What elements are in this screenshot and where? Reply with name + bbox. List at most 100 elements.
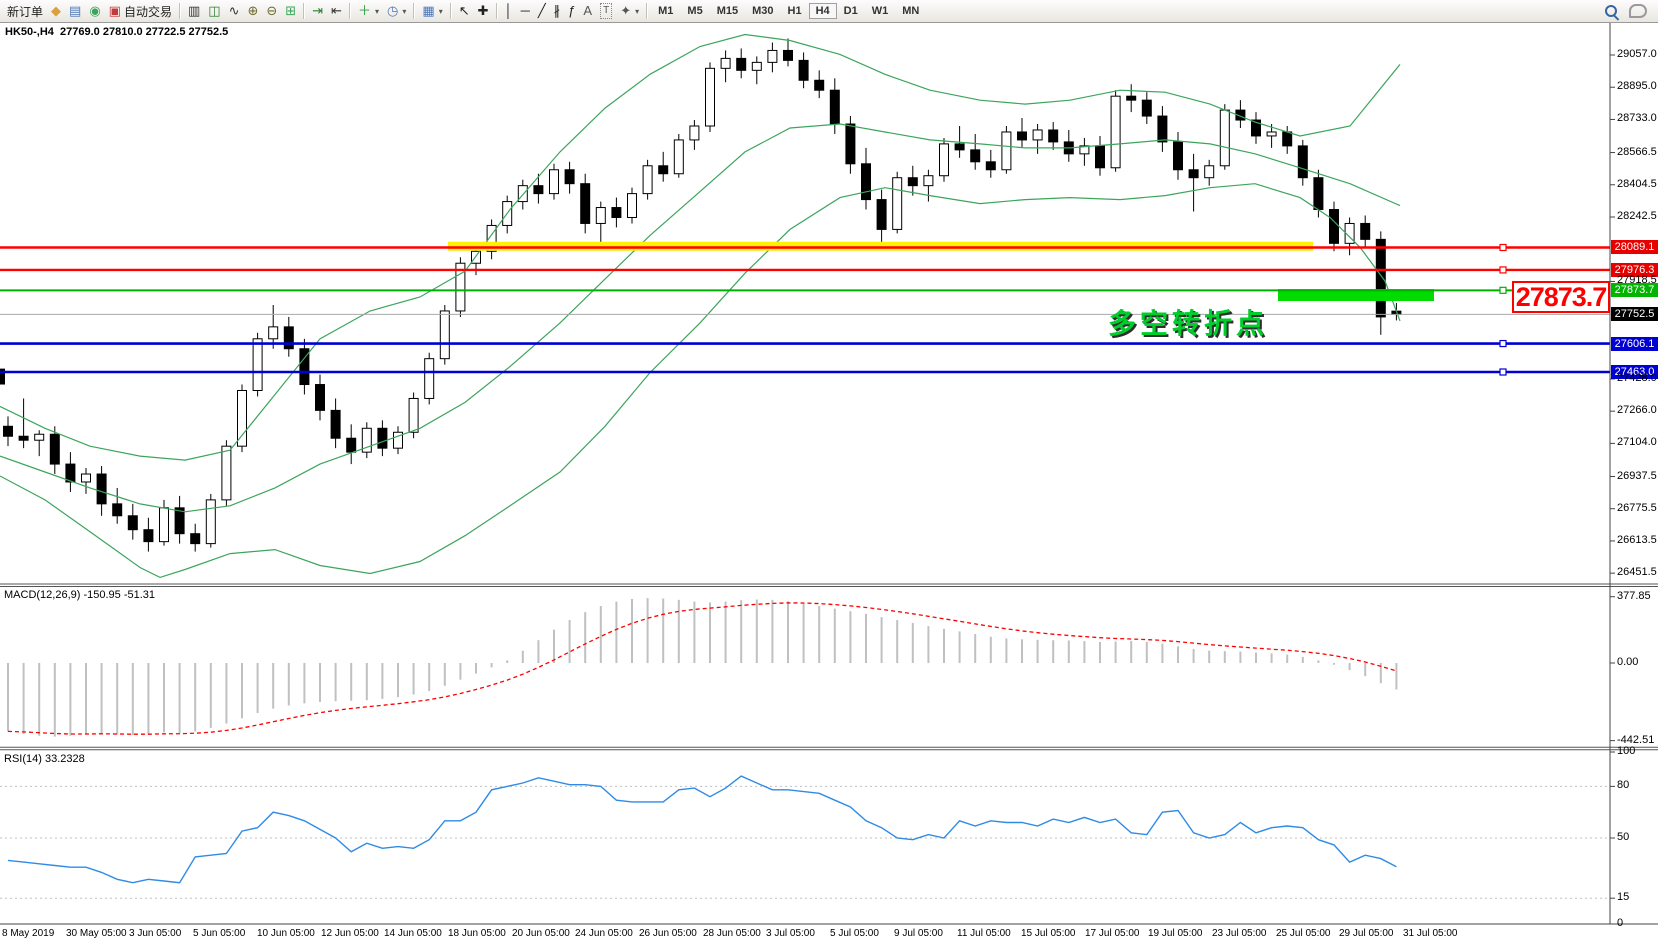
market-watch-icon: ◉	[89, 3, 101, 18]
zoom-in-icon[interactable]: ⊕	[243, 3, 262, 19]
auto-scroll-icon: ⇥	[312, 3, 324, 18]
resistance-line-1-handle[interactable]	[1499, 243, 1507, 252]
candle-body	[1360, 222, 1371, 240]
timeframe-m1[interactable]: M1	[658, 5, 674, 17]
candlestick-chart-icon[interactable]: ◫	[204, 3, 224, 19]
candle-body	[798, 59, 809, 81]
caret-down-icon: ▾	[438, 6, 443, 16]
timeframe-h1[interactable]: H1	[787, 5, 802, 17]
candle-body	[627, 193, 637, 218]
crosshair-icon: ✚	[477, 3, 489, 18]
turning-point-annotation[interactable]: 多空转折点	[1108, 308, 1269, 339]
candle-body	[1079, 145, 1090, 155]
crosshair-icon[interactable]: ✚	[474, 3, 493, 19]
horizontal-line-icon: ─	[520, 3, 530, 18]
market-watch-icon[interactable]: ◉	[85, 3, 104, 19]
line-chart-icon: ∿	[228, 3, 240, 18]
candle-body	[611, 207, 622, 218]
cursor-icon[interactable]: ↖	[455, 3, 474, 19]
zoom-in-icon: ⊕	[247, 3, 259, 18]
candle-body	[315, 384, 325, 411]
candle-body	[595, 207, 606, 224]
candle-body	[439, 310, 450, 360]
shapes-icon[interactable]: ✦ ▾	[616, 3, 643, 19]
candle-body	[159, 507, 169, 543]
timeframe-mn[interactable]: MN	[902, 5, 920, 17]
green-zone[interactable]	[1278, 289, 1434, 302]
candle-body	[1188, 169, 1199, 179]
candle-body	[907, 177, 918, 187]
candle-body	[174, 507, 185, 535]
candle-body	[471, 250, 481, 264]
caret-down-icon: ▾	[375, 6, 380, 16]
yellow-zone[interactable]	[448, 241, 1313, 251]
timeframe-m5[interactable]: M5	[687, 5, 703, 17]
macd-signal-line	[7, 602, 1397, 735]
candle-body	[1344, 222, 1355, 244]
candle-body	[486, 224, 497, 252]
candle-body	[783, 49, 793, 61]
timeframe-d1[interactable]: D1	[843, 5, 858, 17]
candle-body	[424, 358, 435, 399]
candle-body	[892, 177, 903, 230]
candle-body	[112, 503, 123, 517]
text-label-icon[interactable]: T	[596, 2, 616, 20]
candle-body	[252, 338, 263, 391]
chat-icon[interactable]	[1629, 4, 1647, 18]
candle-body	[720, 57, 731, 69]
channel-icon[interactable]: ∦	[550, 3, 565, 19]
chart-shift-icon[interactable]: ⇤	[327, 3, 346, 19]
support-line-1-handle[interactable]	[1499, 339, 1507, 348]
profiles-icon[interactable]: ▤	[65, 3, 85, 19]
candle-body	[283, 326, 294, 350]
timeframe-h4[interactable]: H4	[808, 3, 837, 19]
resistance-line-2-handle[interactable]	[1499, 266, 1507, 274]
chart-shift-icon: ⇤	[331, 3, 342, 18]
horizontal-line-icon[interactable]: ─	[517, 3, 534, 19]
candle-body	[845, 123, 856, 165]
fibonacci-icon[interactable]: ƒ	[564, 3, 579, 19]
timeframe-m30[interactable]: M30	[752, 5, 774, 17]
zoom-out-icon[interactable]: ⊖	[262, 3, 281, 19]
toolbar-separator	[303, 3, 306, 19]
chart-canvas[interactable]	[0, 22, 1658, 942]
autotrading-button-label: 自动交易	[123, 4, 172, 19]
add-indicator-icon[interactable]: ＋ ▾	[354, 3, 383, 19]
line-chart-icon[interactable]: ∿	[225, 3, 244, 19]
auto-scroll-icon[interactable]: ⇥	[308, 3, 327, 19]
period-icon[interactable]: ◷ ▾	[383, 3, 410, 19]
candle-body	[1173, 141, 1183, 171]
text-icon[interactable]: A	[579, 3, 596, 19]
template-icon[interactable]: ▦ ▾	[418, 3, 446, 19]
candle-body	[221, 445, 232, 501]
candlestick-chart-icon: ◫	[208, 3, 221, 18]
tile-windows-icon[interactable]: ⊞	[281, 3, 300, 19]
channel-icon: ∦	[553, 3, 561, 18]
vertical-line-icon[interactable]: │	[501, 3, 517, 19]
chart-tag-icon[interactable]: ◆	[47, 3, 65, 19]
bar-chart-icon[interactable]: ▥	[184, 3, 204, 19]
candle-body	[65, 463, 76, 483]
candle-body	[393, 431, 403, 449]
toolbar-right	[1604, 4, 1647, 19]
pivot-line-handle[interactable]	[1499, 286, 1507, 294]
price-callout-label[interactable]: 27873.7	[1512, 281, 1610, 313]
toolbar-separator	[413, 3, 416, 19]
text-icon: A	[583, 3, 593, 18]
search-icon[interactable]	[1604, 4, 1619, 19]
new-order-button[interactable]: 新订单	[3, 2, 47, 21]
candle-body	[829, 89, 840, 125]
autotrading-button[interactable]: ▣ 自动交易	[105, 2, 176, 21]
new-order-button-label: 新订单	[7, 4, 44, 19]
candle-body	[361, 427, 372, 453]
candle-body	[49, 433, 60, 465]
candle-body	[533, 185, 544, 195]
timeframe-w1[interactable]: W1	[871, 5, 889, 17]
candle-body	[814, 79, 825, 91]
support-line-2-handle[interactable]	[1499, 368, 1507, 376]
trendline-icon[interactable]: ╱	[534, 3, 550, 19]
candle-body	[1141, 99, 1152, 117]
candle-body	[861, 163, 871, 201]
timeframe-m15[interactable]: M15	[716, 5, 739, 17]
candle-body	[736, 57, 747, 71]
